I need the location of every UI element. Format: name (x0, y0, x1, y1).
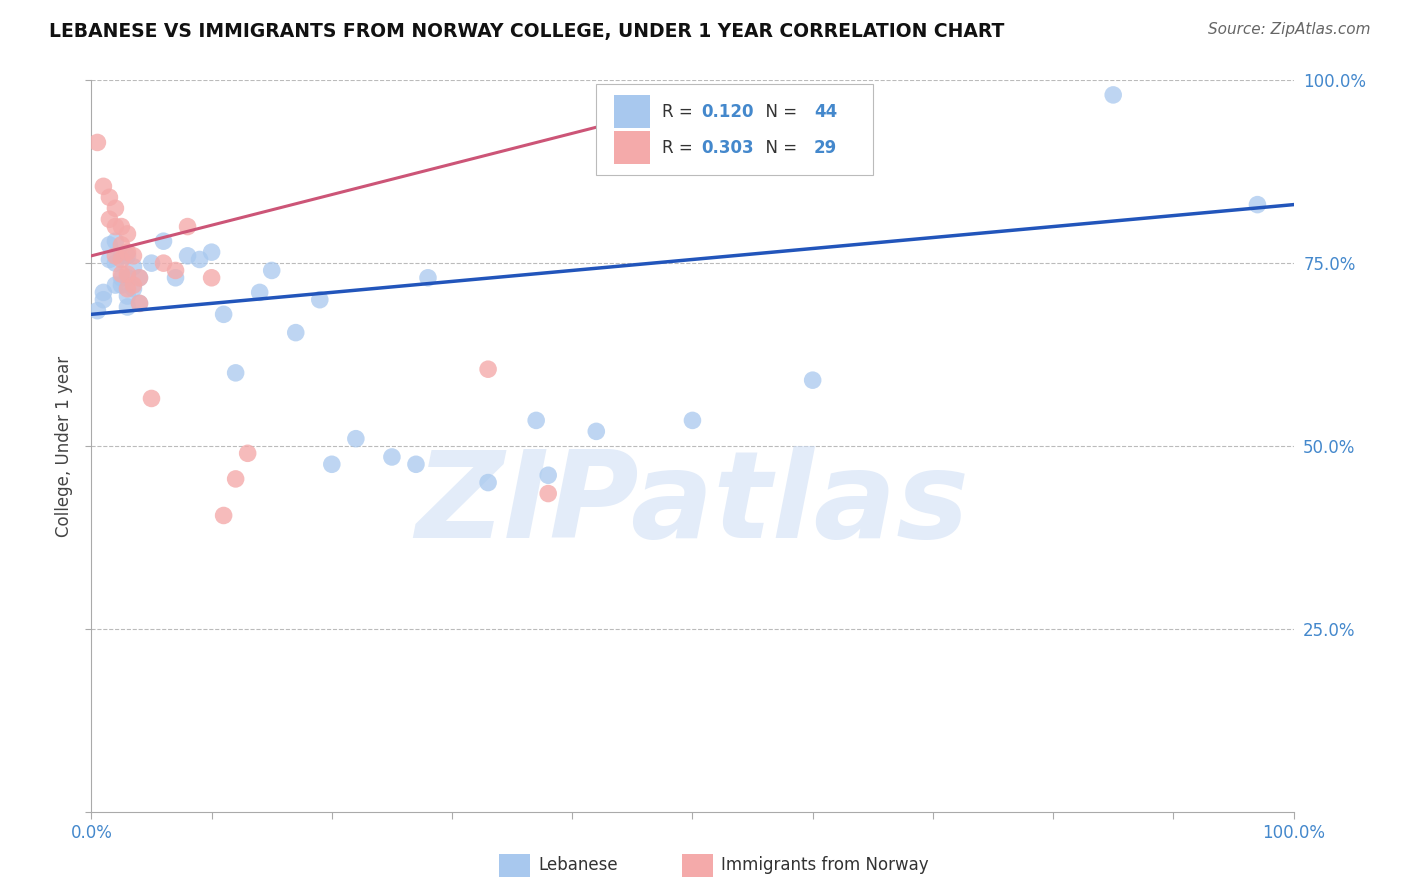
Text: R =: R = (662, 138, 699, 157)
Point (405, 458, 427, 472)
Point (117, 245, 139, 260)
Point (381, 450, 404, 464)
Point (117, 282, 139, 296)
Text: Source: ZipAtlas.com: Source: ZipAtlas.com (1208, 22, 1371, 37)
Point (176, 219, 198, 234)
Point (104, 202, 127, 216)
Point (152, 234, 174, 248)
Point (98, 190, 121, 204)
Point (236, 446, 259, 460)
Point (86, 136, 108, 150)
Point (128, 270, 150, 285)
Point (585, 425, 607, 439)
Point (1246, 197, 1268, 211)
Point (104, 256, 127, 270)
Point (93, 285, 115, 300)
FancyBboxPatch shape (614, 131, 651, 164)
FancyBboxPatch shape (596, 84, 873, 176)
Point (110, 219, 132, 234)
Point (249, 285, 271, 300)
Point (93, 293, 115, 307)
Text: LEBANESE VS IMMIGRANTS FROM NORWAY COLLEGE, UNDER 1 YEAR CORRELATION CHART: LEBANESE VS IMMIGRANTS FROM NORWAY COLLE… (49, 22, 1004, 41)
Point (537, 486, 560, 500)
Point (308, 293, 330, 307)
Point (801, 373, 824, 387)
Point (86, 303, 108, 318)
Text: N =: N = (755, 103, 803, 120)
Point (104, 234, 127, 248)
Text: 0.303: 0.303 (700, 138, 754, 157)
Point (117, 227, 139, 241)
Point (141, 256, 163, 270)
Point (104, 278, 127, 293)
Text: ZIPatlas: ZIPatlas (415, 446, 970, 563)
Point (260, 263, 283, 277)
Point (321, 458, 343, 472)
Point (104, 219, 127, 234)
Point (117, 270, 139, 285)
Point (117, 289, 139, 303)
Point (128, 296, 150, 310)
Point (165, 270, 187, 285)
Point (176, 249, 198, 263)
Point (110, 252, 132, 267)
Point (110, 267, 132, 281)
Point (98, 238, 121, 252)
Point (110, 270, 132, 285)
Point (110, 278, 132, 293)
Text: 29: 29 (814, 138, 837, 157)
Point (477, 362, 499, 376)
Point (117, 249, 139, 263)
Point (117, 300, 139, 314)
Point (188, 252, 211, 267)
Text: N =: N = (755, 138, 803, 157)
FancyBboxPatch shape (614, 95, 651, 128)
Point (122, 278, 145, 293)
Point (165, 263, 187, 277)
Text: 0.120: 0.120 (700, 103, 754, 120)
Point (201, 245, 224, 260)
Point (537, 468, 560, 483)
Point (104, 249, 127, 263)
Text: Immigrants from Norway: Immigrants from Norway (721, 856, 929, 874)
Point (1102, 87, 1125, 102)
Point (477, 475, 499, 490)
Point (344, 432, 367, 446)
Point (122, 282, 145, 296)
Point (284, 326, 307, 340)
Point (225, 472, 247, 486)
Point (110, 249, 132, 263)
Point (416, 270, 439, 285)
Point (141, 392, 163, 406)
Y-axis label: College, Under 1 year: College, Under 1 year (55, 355, 73, 537)
Point (110, 238, 132, 252)
Point (93, 179, 115, 194)
Point (225, 366, 247, 380)
Point (524, 413, 547, 427)
Point (212, 508, 235, 523)
Point (201, 270, 224, 285)
Point (128, 296, 150, 310)
Point (681, 413, 703, 427)
Point (128, 270, 150, 285)
Point (117, 267, 139, 281)
Point (122, 260, 145, 274)
Text: R =: R = (662, 103, 699, 120)
Point (98, 212, 121, 227)
Text: 44: 44 (814, 103, 837, 120)
Point (152, 256, 174, 270)
Point (98, 252, 121, 267)
Point (122, 249, 145, 263)
Point (212, 307, 235, 321)
Text: Lebanese: Lebanese (538, 856, 619, 874)
